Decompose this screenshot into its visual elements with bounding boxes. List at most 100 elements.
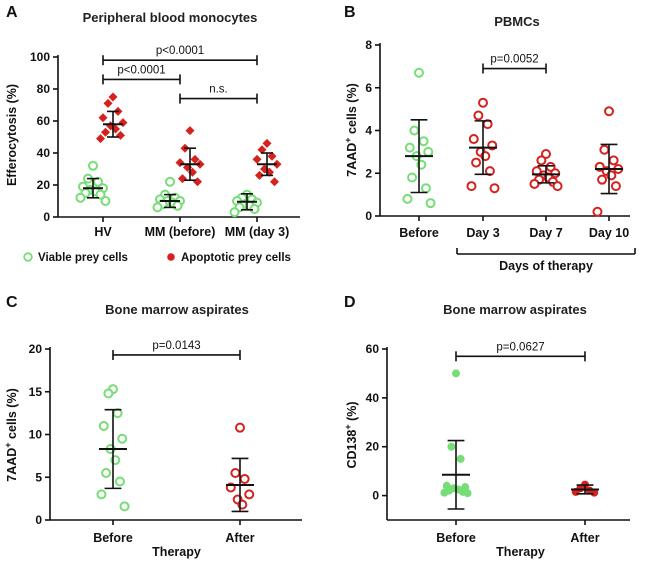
panel-a-point — [172, 200, 183, 211]
panel-a-point — [96, 134, 105, 144]
panel-b-y-tick-label: 4 — [365, 124, 372, 138]
panel-d-y-tick-label: 60 — [366, 342, 380, 356]
legend: Viable prey cells Apoptotic prey cells — [23, 252, 291, 264]
panel-d-point — [452, 369, 460, 378]
panel-b-y-tick-label: 6 — [365, 81, 372, 95]
panel-a-title: Peripheral blood monocytes — [83, 10, 258, 25]
panel-a-point — [262, 138, 272, 148]
panel-d-y-tick-label: 0 — [372, 489, 379, 503]
panel-d-y-label-main: CD138 — [345, 430, 359, 469]
panel-b-point — [402, 193, 413, 204]
panel-c-x-tick-label: Before — [93, 531, 133, 545]
panel-c-point — [96, 489, 107, 500]
panel-c-point — [103, 388, 114, 399]
panel-a: A Peripheral blood monocytes Efferocytos… — [5, 4, 257, 186]
panel-d: D Bone marrow aspirates CD138+ (%) — [343, 294, 587, 469]
panel-a-x-tick-label: MM (before) — [145, 225, 216, 239]
panel-b-y-tick-label: 0 — [365, 209, 372, 223]
panel-a-point — [103, 98, 113, 108]
panel-d-x-tick-label: Before — [436, 531, 476, 545]
panel-c-point — [98, 420, 109, 431]
panel-d-point — [447, 442, 456, 451]
panel-a-p-value: p<0.0001 — [117, 64, 165, 76]
panel-a-point — [193, 177, 202, 187]
panel-b-point — [404, 142, 415, 153]
panel-b-x-tick-label: Day 3 — [466, 226, 499, 240]
panel-a-letter: A — [6, 4, 18, 21]
panel-c-plot: 0 5 10 15 20 Before After p=0.0143 Therapy — [29, 340, 302, 559]
panel-d-y-tick-label: 40 — [366, 391, 380, 405]
panel-a-point — [116, 130, 125, 140]
panel-b-x-tick-label: Before — [399, 226, 439, 240]
panel-b-point — [418, 136, 429, 147]
panel-b-point — [536, 155, 547, 166]
panel-b-point — [599, 144, 610, 155]
panel-c-point — [244, 489, 255, 500]
panel-b-y-label: 7AAD+ cells (%) — [343, 83, 359, 177]
panel-c: C Bone marrow aspirates 7AAD+ cells (%) — [3, 294, 249, 482]
panel-a-point — [257, 145, 267, 155]
panel-c-title: Bone marrow aspirates — [105, 302, 249, 317]
panel-b-y-label-sup: + — [343, 137, 353, 142]
panel-b-point — [466, 181, 477, 192]
panel-b-point — [610, 181, 621, 192]
panel-c-point — [239, 473, 250, 484]
panel-c-y-label-suffix: cells (%) — [5, 388, 19, 442]
panel-b-y-label-main: 7AAD — [345, 143, 359, 177]
panel-a-y-tick-label: 100 — [30, 50, 50, 64]
panel-b-point — [423, 146, 434, 157]
panel-a-point — [178, 174, 187, 184]
panel-c-y-label-main: 7AAD — [5, 448, 19, 482]
panel-d-letter: D — [344, 294, 356, 311]
panel-c-x-tick-label: After — [225, 531, 254, 545]
panel-b-point — [425, 198, 436, 209]
legend-label-apoptotic: Apoptotic prey cells — [181, 252, 291, 264]
panel-a-point — [255, 170, 264, 180]
panel-d-y-label-suffix: (%) — [345, 401, 359, 424]
panel-c-point — [235, 422, 245, 433]
panel-b-point — [407, 172, 418, 183]
panel-a-y-tick-label: 80 — [37, 82, 51, 96]
panel-a-point — [175, 158, 185, 168]
panel-b: B PBMCs 7AAD+ cells (%) — [343, 4, 540, 177]
panel-b-point — [420, 183, 431, 194]
panel-a-point — [185, 126, 195, 136]
panel-d-plot: 0 20 40 60 Before After p=0.0627 Therapy — [366, 341, 630, 559]
panel-a-point — [88, 160, 98, 171]
panel-a-point — [190, 154, 200, 164]
panel-b-x-tick-label: Day 7 — [529, 226, 562, 240]
panel-b-letter: B — [344, 4, 356, 21]
panel-a-point — [95, 189, 106, 200]
panel-c-y-tick-label: 5 — [35, 470, 42, 484]
panel-a-point — [252, 154, 262, 164]
panel-b-point — [529, 178, 540, 189]
panel-a-point — [118, 118, 128, 128]
panel-a-y-tick-label: 20 — [37, 178, 51, 192]
panel-b-group-label: Days of therapy — [499, 259, 593, 273]
panel-d-x-tick-label: After — [570, 531, 599, 545]
panel-d-point — [463, 489, 472, 498]
panel-c-y-label: 7AAD+ cells (%) — [3, 388, 19, 482]
panel-b-title: PBMCs — [494, 14, 540, 29]
panel-b-point — [478, 97, 488, 108]
panel-c-letter: C — [6, 294, 18, 311]
panel-c-y-label-sup: + — [3, 442, 13, 447]
panel-d-x-label: Therapy — [496, 545, 545, 559]
panel-d-y-label-sup: + — [343, 424, 353, 429]
panel-b-point — [473, 110, 484, 121]
panel-c-y-tick-label: 20 — [29, 342, 43, 356]
panel-a-p-value: p<0.0001 — [156, 45, 204, 57]
panel-d-y-label: CD138+ (%) — [343, 401, 359, 468]
panel-a-point — [152, 202, 163, 213]
panel-a-y-tick-label: 40 — [37, 146, 51, 160]
panel-c-y-tick-label: 10 — [29, 428, 43, 442]
panel-b-p-value: p=0.0052 — [490, 54, 538, 66]
legend-label-viable: Viable prey cells — [38, 252, 128, 264]
panel-b-point — [414, 67, 424, 78]
panel-c-x-label: Therapy — [152, 545, 201, 559]
panel-d-point — [456, 454, 465, 463]
panel-c-y-tick-label: 0 — [35, 513, 42, 527]
panel-d-y-tick-label: 20 — [366, 440, 380, 454]
panel-b-point — [468, 134, 479, 145]
